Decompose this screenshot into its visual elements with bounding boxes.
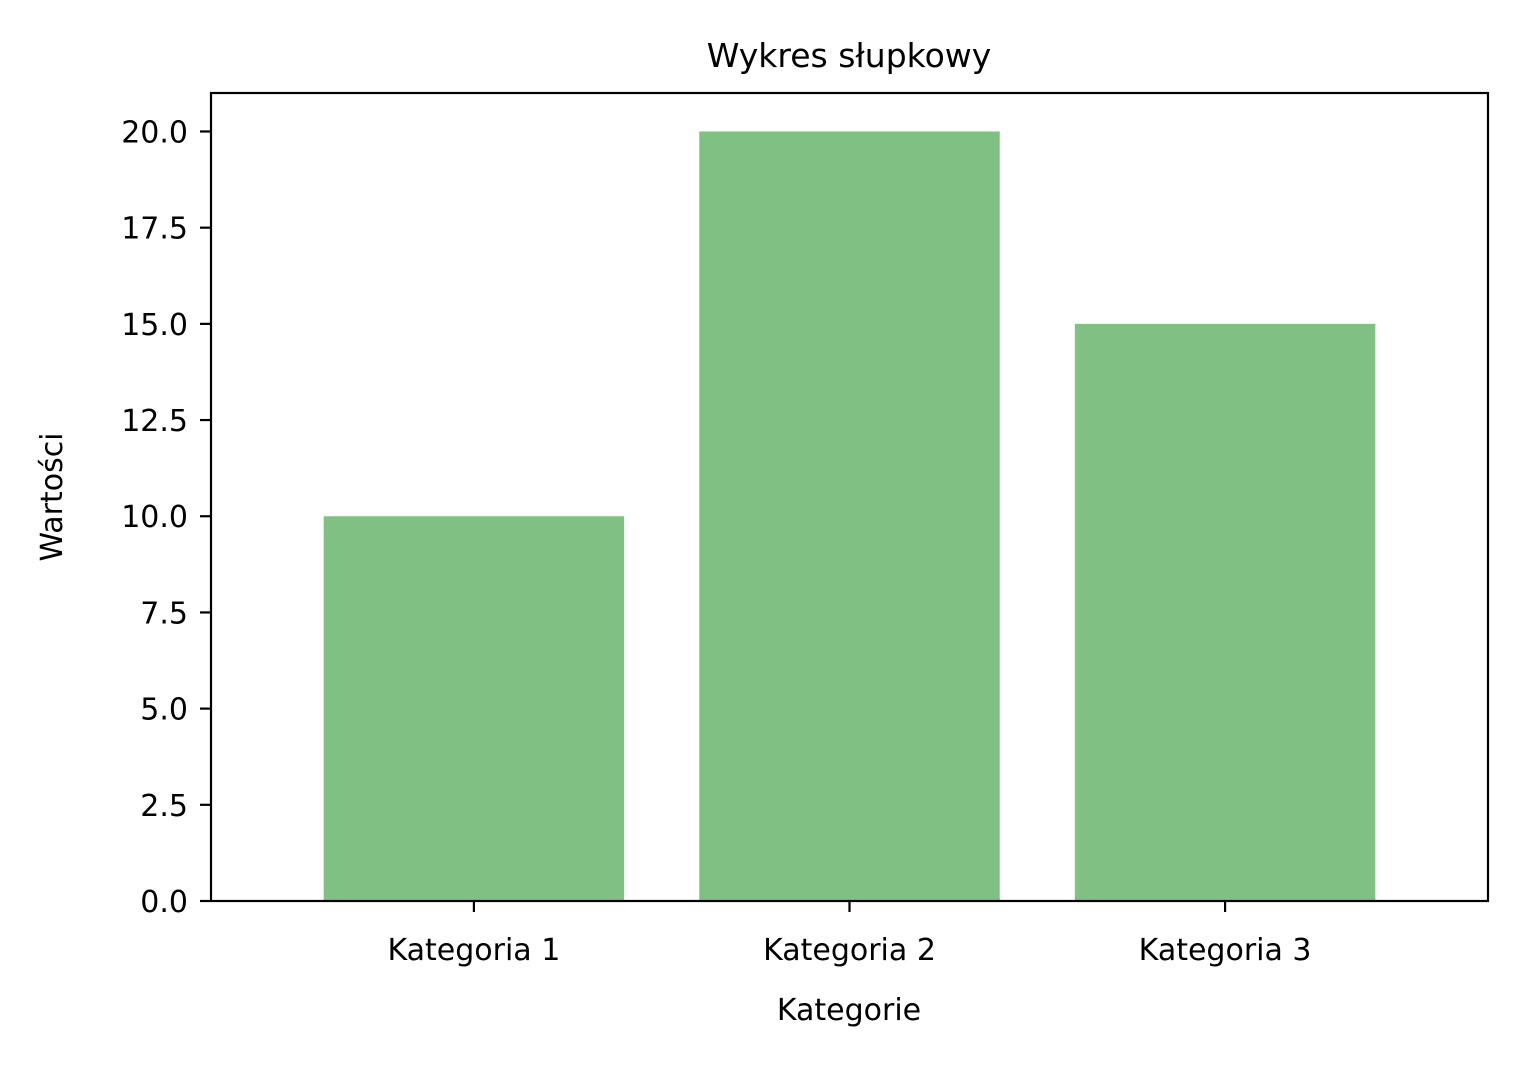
bars-group (323, 131, 1376, 901)
bar-3 (1074, 323, 1376, 901)
y-tick-label: 17.5 (121, 212, 188, 247)
bar-2 (699, 131, 1000, 901)
y-tick-label: 10.0 (121, 500, 188, 535)
y-tick-label: 7.5 (140, 596, 188, 631)
x-tick-label: Kategoria 2 (763, 933, 936, 968)
y-axis-label: Wartości (35, 432, 70, 561)
x-tick-label: Kategoria 1 (387, 933, 560, 968)
y-axis-ticks: 0.0 2.5 5.0 7.5 10.0 12.5 15.0 17.5 20.0 (121, 115, 211, 920)
y-tick-label: 15.0 (121, 308, 188, 343)
x-tick-label: Kategoria 3 (1139, 933, 1312, 968)
chart-title: Wykres słupkowy (707, 36, 992, 75)
bar-1 (323, 516, 625, 901)
y-tick-label: 2.5 (140, 789, 188, 824)
y-tick-label: 20.0 (121, 115, 188, 150)
x-axis-label: Kategorie (777, 993, 921, 1028)
plot-frame (209, 91, 1490, 903)
y-tick-label: 12.5 (121, 404, 188, 439)
x-axis-ticks: Kategoria 1 Kategoria 2 Kategoria 3 (387, 901, 1312, 968)
y-tick-label: 0.0 (140, 885, 188, 920)
y-tick-label: 5.0 (140, 693, 188, 728)
